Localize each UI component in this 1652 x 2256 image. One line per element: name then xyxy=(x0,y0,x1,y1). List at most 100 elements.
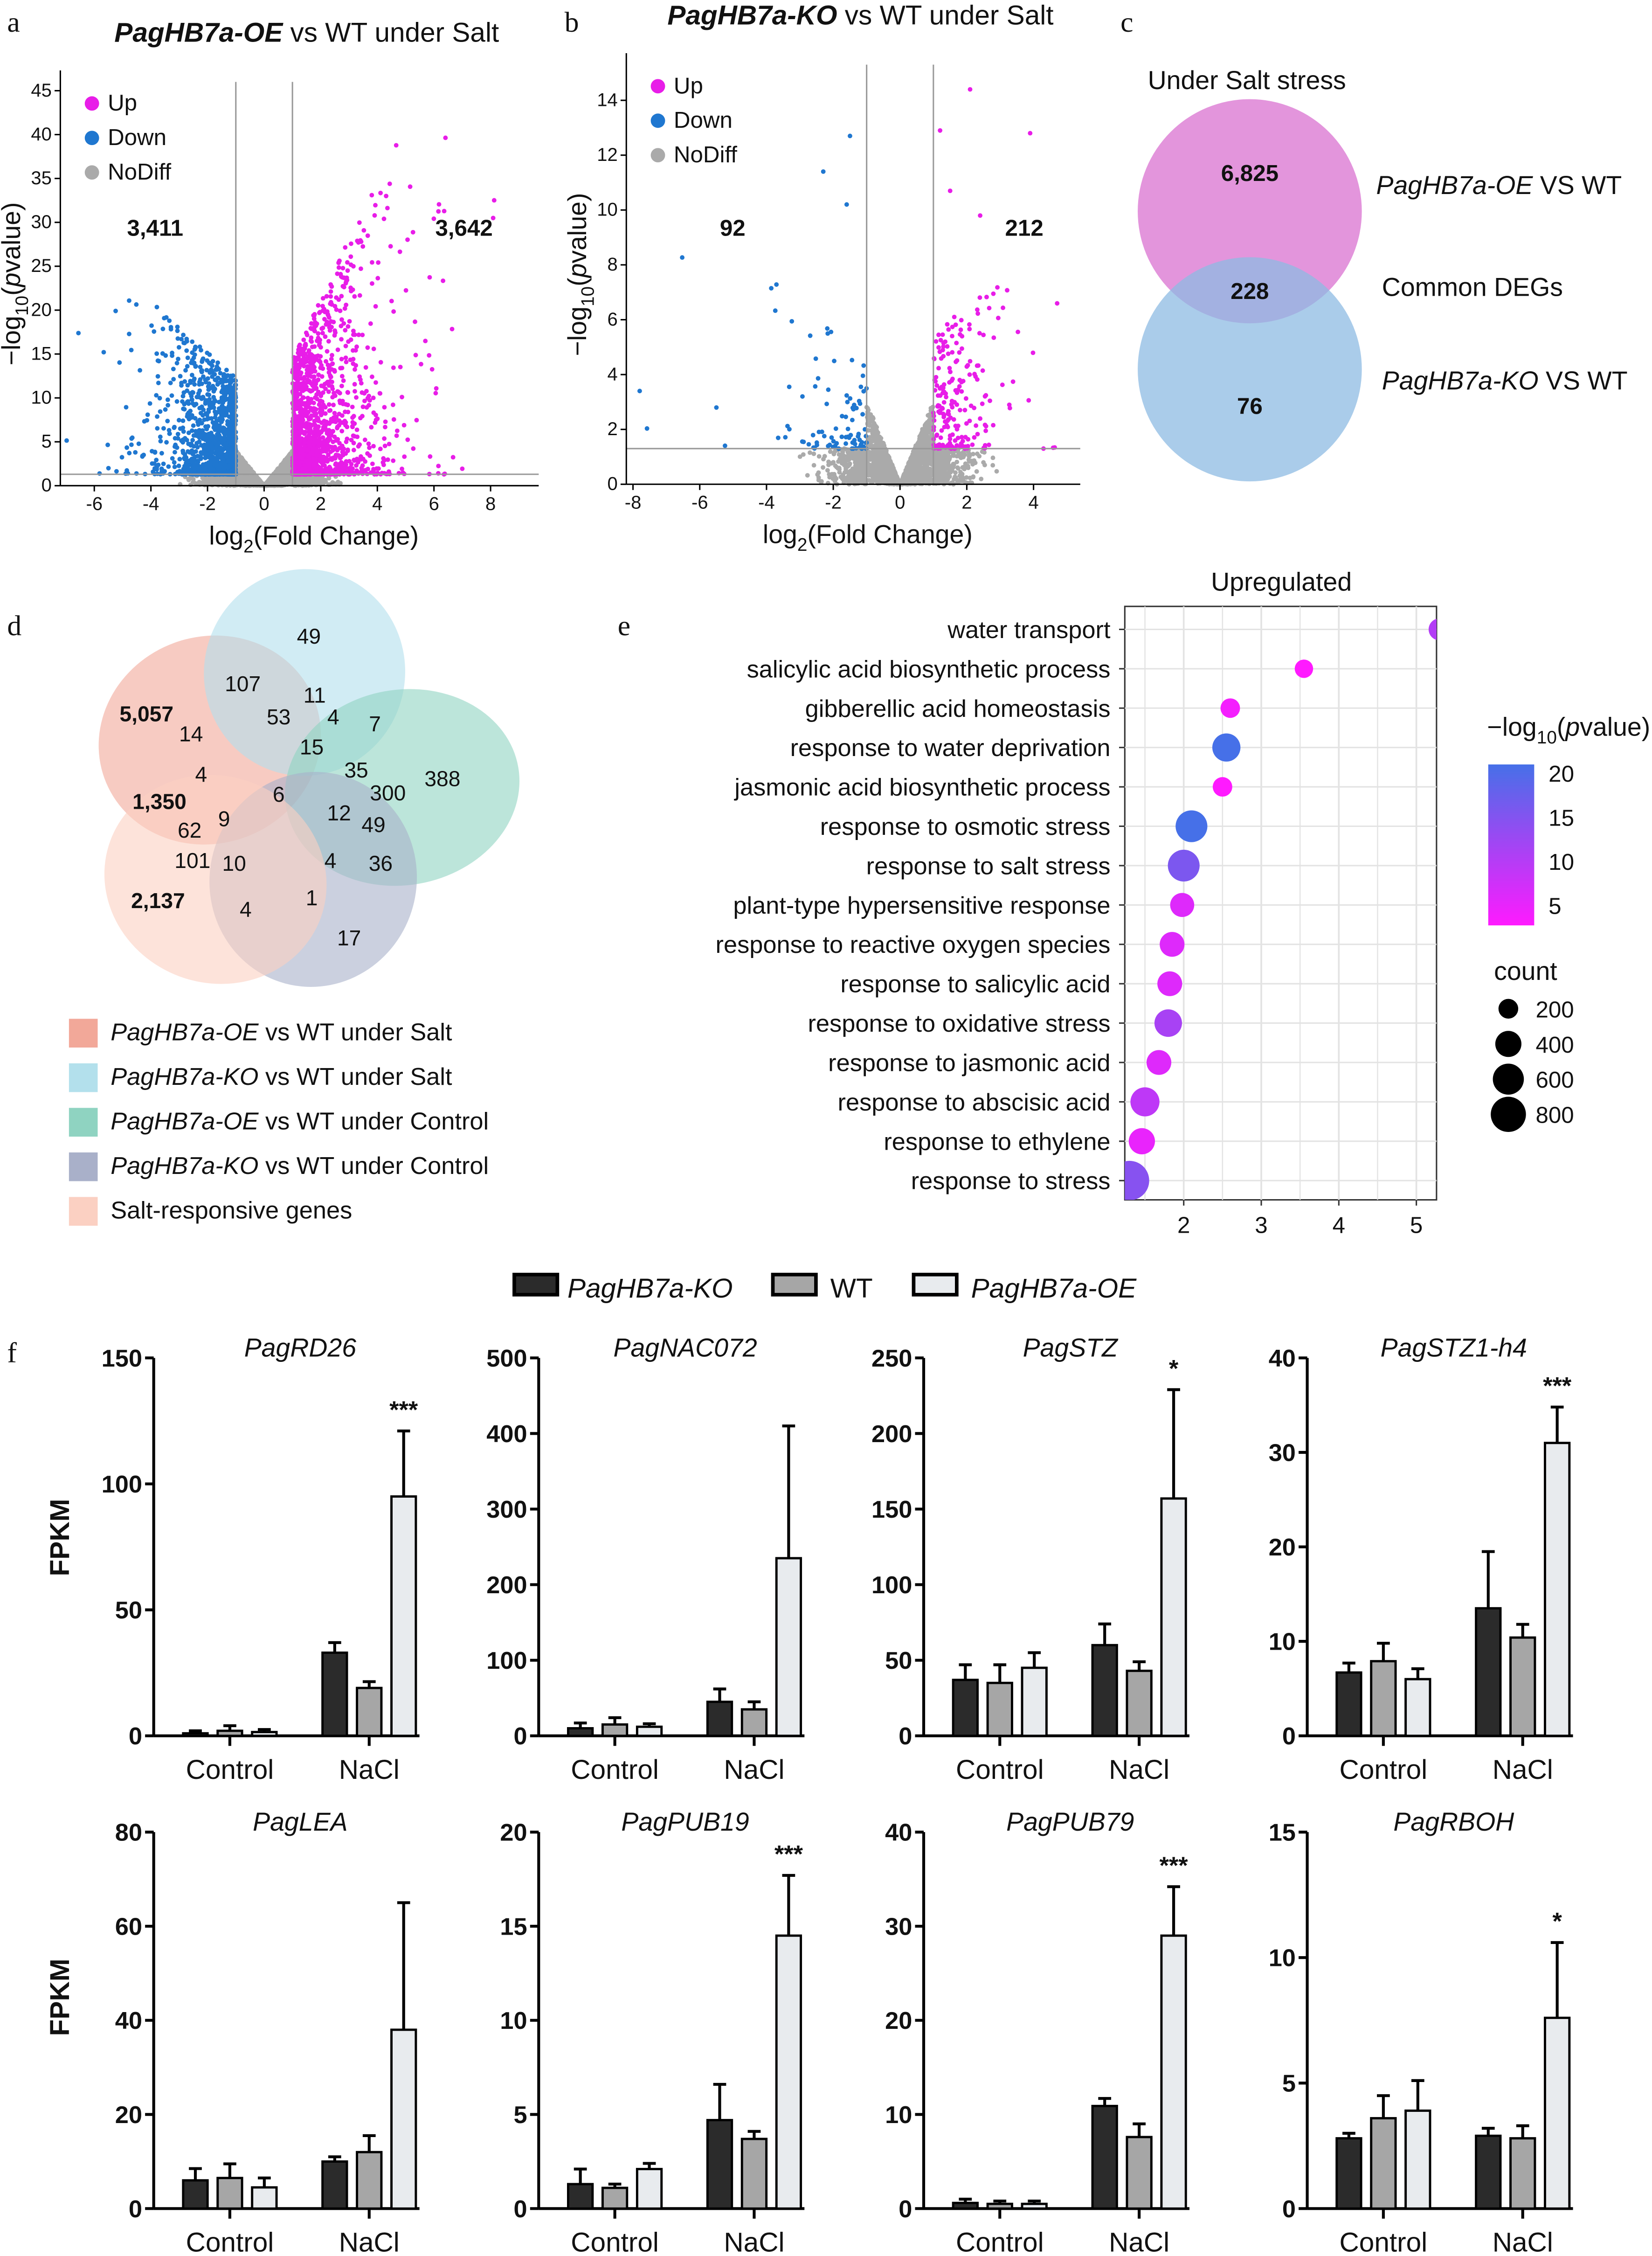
volcano-point-up xyxy=(358,266,363,271)
volcano-point-down xyxy=(172,424,177,430)
volcano-point-down xyxy=(185,468,190,473)
volcano-point-up xyxy=(328,299,333,305)
volcano-point-down xyxy=(113,308,118,313)
volcano-point-down xyxy=(114,469,119,474)
volcano-point-up xyxy=(358,416,363,421)
volcano-point-down xyxy=(179,381,184,385)
volcano-point-down xyxy=(155,374,160,379)
volcano-point-up xyxy=(378,446,383,451)
volcano-point-up xyxy=(423,339,428,344)
volcano-point-down xyxy=(197,382,202,387)
volcano-point-down xyxy=(168,381,173,385)
volcano-point-down xyxy=(171,367,176,372)
volcano-point-down xyxy=(219,414,224,419)
volcano-point-down xyxy=(64,438,69,443)
volcano-point-down xyxy=(222,391,228,396)
volcano-point-down xyxy=(101,350,106,355)
volcano-point-down xyxy=(154,351,159,356)
volcano-point-down xyxy=(145,412,150,417)
volcano-point-down xyxy=(197,395,202,400)
volcano-point-down xyxy=(159,451,164,456)
volcano-point-down xyxy=(207,416,211,421)
volcano-point-down xyxy=(155,426,160,431)
volcano-point-down xyxy=(207,462,213,467)
volcano-point-down xyxy=(212,409,217,414)
volcano-point-up xyxy=(391,309,396,314)
volcano-point-down xyxy=(215,382,220,387)
volcano-point-down xyxy=(76,331,81,336)
volcano-point-up xyxy=(365,233,370,238)
volcano-point-up xyxy=(322,317,327,322)
volcano-point-down xyxy=(133,450,138,455)
volcano-point-down xyxy=(205,350,210,355)
volcano-point-down xyxy=(166,464,171,469)
volcano-point-up xyxy=(381,216,387,222)
volcano-point-up xyxy=(346,324,351,329)
volcano-point-down xyxy=(161,426,166,431)
volcano-point-up xyxy=(304,387,309,391)
volcano-point-down xyxy=(117,360,122,365)
volcano-point-down xyxy=(211,455,216,460)
volcano-point-up xyxy=(337,411,342,416)
volcano-point-up xyxy=(354,427,359,432)
volcano-point-down xyxy=(163,353,168,358)
volcano-point-up xyxy=(339,444,345,448)
volcano-point-down xyxy=(207,402,212,407)
volcano-point-down xyxy=(164,440,169,445)
volcano-point-up xyxy=(428,454,433,459)
volcano-point-down xyxy=(204,425,209,430)
volcano-point-down xyxy=(181,390,187,395)
volcano-point-down xyxy=(212,461,217,466)
panel-label-f: f xyxy=(7,1337,17,1369)
volcano-point-down xyxy=(200,368,205,373)
volcano-point-down xyxy=(228,385,234,390)
volcano-point-down xyxy=(216,448,221,453)
volcano-point-down xyxy=(229,449,234,454)
volcano-point-up xyxy=(414,417,419,423)
volcano-point-up xyxy=(343,328,348,333)
volcano-point-down xyxy=(170,350,175,355)
volcano-point-down xyxy=(158,409,163,414)
volcano-point-up xyxy=(413,353,418,358)
volcano-point-up xyxy=(343,245,348,250)
volcano-point-down xyxy=(175,324,180,329)
volcano-point-no xyxy=(270,477,276,482)
volcano-point-down xyxy=(182,456,187,461)
volcano-point-down xyxy=(202,431,207,437)
volcano-point-down xyxy=(140,453,145,458)
volcano-point-up xyxy=(442,208,447,214)
title-rest: vs WT under Salt xyxy=(283,17,499,48)
volcano-point-down xyxy=(203,398,208,403)
volcano-point-down xyxy=(208,361,213,366)
volcano-point-down xyxy=(150,449,154,454)
volcano-point-down xyxy=(211,386,216,391)
volcano-point-down xyxy=(201,374,206,379)
volcano-point-down xyxy=(190,358,195,363)
volcano-point-up xyxy=(394,428,400,433)
volcano-point-up xyxy=(339,356,344,361)
volcano-point-up xyxy=(348,337,353,342)
volcano-point-up xyxy=(378,360,383,365)
volcano-point-up xyxy=(343,410,347,414)
volcano-point-down xyxy=(224,368,229,373)
volcano-point-down xyxy=(169,393,174,398)
volcano-point-no xyxy=(187,476,192,481)
volcano-point-down xyxy=(231,403,236,408)
volcano-point-up xyxy=(389,298,394,304)
volcano-point-up xyxy=(443,135,448,140)
volcano-point-up xyxy=(441,278,446,283)
volcano-point-down xyxy=(127,451,132,456)
volcano-point-down xyxy=(127,332,131,336)
volcano-point-up xyxy=(304,333,310,338)
volcano-point-down xyxy=(200,358,205,363)
volcano-point-down xyxy=(211,405,216,410)
volcano-point-down xyxy=(205,392,210,397)
volcano-point-down xyxy=(203,464,208,469)
volcano-point-down xyxy=(218,428,223,433)
volcano-point-down xyxy=(194,433,199,438)
volcano-point-down xyxy=(218,409,223,414)
volcano-point-down xyxy=(178,374,183,379)
volcano-point-up xyxy=(345,390,350,395)
volcano-point-no xyxy=(297,479,302,484)
volcano-point-down xyxy=(199,455,203,460)
